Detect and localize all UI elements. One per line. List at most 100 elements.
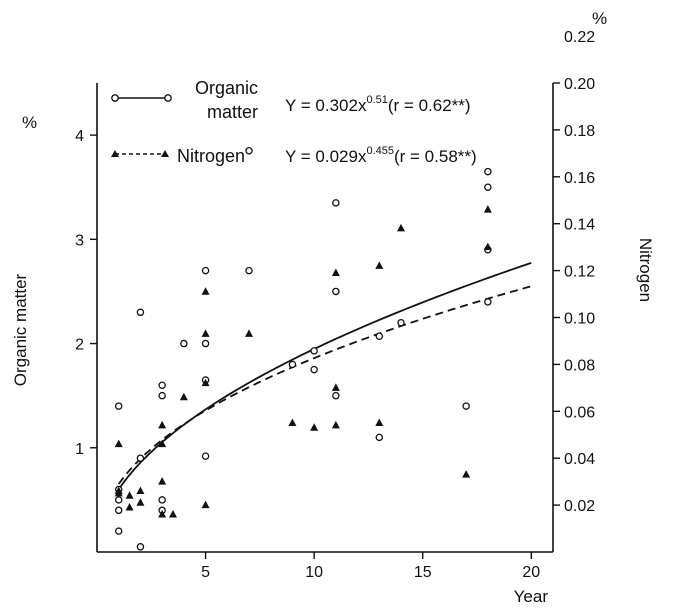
organic-matter-point [136, 454, 145, 462]
organic-matter-point [114, 402, 123, 410]
legend-item-organic-matter: Organic matter Y = 0.302x0.51(r = 0.62**) [111, 78, 471, 122]
nitrogen-point [125, 502, 134, 511]
legend-marker-open-circle [164, 94, 172, 102]
x-tick-label: 10 [305, 564, 323, 581]
equation-exponent: 0.51 [366, 94, 387, 106]
nitrogen-point [158, 509, 167, 518]
organic-matter-point [375, 332, 384, 341]
x-ticks: 5 10 15 20 [201, 552, 540, 581]
equation-base: Y = 0.029x [285, 147, 367, 166]
legend-label-organic-matter: Organic matter [195, 78, 258, 122]
nitrogen-point [125, 491, 134, 499]
nitrogen-point [397, 223, 405, 232]
y2-tick-label: 0.04 [564, 451, 595, 468]
legend-label-nitrogen: Nitrogen [177, 146, 245, 166]
organic-matter-point [201, 266, 210, 275]
nitrogen-point [158, 439, 167, 448]
organic-matter-point [484, 167, 492, 176]
organic-matter-point [375, 433, 384, 442]
organic-matter-point [114, 496, 123, 504]
nitrogen-point [158, 420, 167, 429]
legend-marker-filled-triangle [111, 150, 119, 157]
nitrogen-point [375, 418, 384, 427]
nitrogen-point [331, 420, 340, 429]
nitrogen-point [114, 488, 123, 497]
organic-matter-point [332, 199, 340, 207]
nitrogen-point [136, 498, 145, 506]
nitrogen-point [483, 242, 492, 251]
nitrogen-point [288, 418, 297, 427]
y2-tick-label: 0.22 [564, 29, 595, 46]
y2-tick-label: 0.18 [564, 123, 595, 140]
organic-matter-equation: Y = 0.302x0.51(r = 0.62**) [285, 94, 471, 115]
x-axis-title: Year [514, 587, 549, 606]
nitrogen-point [179, 392, 188, 401]
organic-matter-point [158, 496, 166, 504]
y-tick-label: 3 [75, 232, 84, 249]
equation-r-value: (r = 0.58**) [394, 147, 477, 166]
y2-tick-label: 0.08 [564, 357, 595, 374]
right-y-ticks: 0.02 0.04 0.06 0.08 0.10 0.12 0.14 0.16 0.18 0.20… [553, 29, 595, 515]
nitrogen-point [201, 287, 210, 295]
nitrogen-point [483, 205, 492, 213]
y2-tick-label: 0.14 [564, 217, 595, 234]
equation-exponent: 0.455 [366, 145, 394, 157]
legend-label-line: Organic [195, 78, 258, 98]
nitrogen-point [310, 423, 319, 431]
y2-tick-label: 0.20 [564, 76, 595, 93]
y-tick-label: 2 [75, 337, 84, 354]
y2-axis-title: Nitrogen [636, 238, 655, 302]
fit-lines [117, 262, 532, 490]
right-y-unit: % [592, 9, 607, 28]
data-points [114, 146, 492, 551]
nitrogen-point [201, 329, 210, 337]
organic-matter-point [245, 146, 253, 155]
nitrogen-point [245, 329, 253, 337]
legend: Organic matter Y = 0.302x0.51(r = 0.62**)… [111, 78, 477, 166]
organic-matter-point [114, 506, 123, 515]
legend-marker-open-circle [111, 94, 119, 102]
organic-matter-point [397, 318, 405, 327]
y-tick-label: 1 [75, 441, 84, 458]
nitrogen-point [201, 500, 210, 509]
nitrogen-point [331, 268, 340, 276]
organic-matter-point [332, 391, 340, 400]
organic-matter-point [180, 339, 188, 348]
equation-base: Y = 0.302x [285, 96, 367, 115]
organic-matter-point [288, 360, 297, 369]
nitrogen-equation: Y = 0.029x0.455(r = 0.58**) [285, 145, 477, 166]
organic-matter-point [245, 266, 253, 275]
nitrogen-point [169, 509, 177, 518]
x-tick-label: 20 [522, 564, 540, 581]
nitrogen-point [331, 383, 340, 391]
nitrogen-point [136, 486, 145, 495]
organic-matter-point [158, 381, 166, 389]
y2-tick-label: 0.12 [564, 264, 595, 281]
nitrogen-point [114, 439, 123, 448]
organic-matter-point [462, 402, 470, 410]
organic-matter-point [201, 452, 210, 460]
legend-item-nitrogen: Nitrogen Y = 0.029x0.455(r = 0.58**) [111, 145, 477, 166]
nitrogen-point [462, 470, 471, 478]
organic-matter-point [136, 543, 145, 551]
y-tick-label: 4 [75, 128, 84, 145]
left-y-unit: % [22, 113, 37, 132]
organic-matter-point [484, 298, 492, 306]
organic-matter-point [310, 347, 318, 355]
nitrogen-point [201, 378, 210, 387]
organic-matter-point [136, 308, 145, 317]
y-axis-title: Organic matter [11, 273, 30, 386]
organic-matter-point [158, 391, 166, 400]
organic-matter-point [332, 287, 340, 296]
nitrogen-point [375, 261, 384, 269]
legend-marker-filled-triangle [161, 150, 169, 157]
y2-tick-label: 0.06 [564, 404, 595, 421]
left-y-ticks: 1 2 3 4 [75, 128, 97, 458]
y2-tick-label: 0.16 [564, 170, 595, 187]
organic-matter-point [310, 365, 318, 374]
organic-matter-point [114, 527, 123, 535]
nitrogen-fit-curve [117, 285, 532, 485]
x-tick-label: 15 [414, 564, 432, 581]
organic-matter-point [484, 183, 492, 191]
